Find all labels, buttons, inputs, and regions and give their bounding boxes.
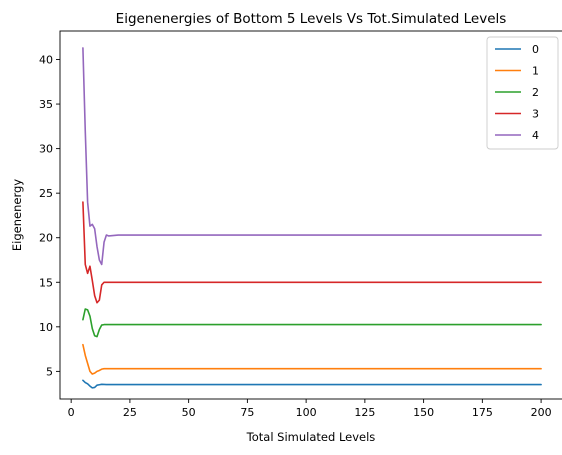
x-tick-label: 25 [123,406,137,419]
x-axis-label: Total Simulated Levels [246,430,376,444]
legend-label-1: 1 [532,65,539,78]
y-tick-label: 30 [39,143,53,156]
series-line-1 [82,343,542,375]
x-tick-label: 50 [182,406,196,419]
x-tick-label: 125 [354,406,375,419]
legend-label-3: 3 [532,108,539,121]
series-layer [82,47,542,389]
series-line-3 [82,201,542,304]
y-axis-label: Eigenenergy [10,179,24,251]
y-tick-label: 10 [39,321,53,334]
x-tick-label: 200 [531,406,552,419]
series-line-0 [82,379,542,389]
x-tick-label: 150 [413,406,434,419]
legend-label-4: 4 [532,129,539,142]
plot-frame [59,30,562,400]
legend-label-2: 2 [532,86,539,99]
y-tick-label: 5 [46,365,53,378]
x-tick-label: 0 [68,406,75,419]
y-tick-label: 35 [39,98,53,111]
x-tick-label: 175 [472,406,493,419]
y-tick-label: 15 [39,276,53,289]
y-tick-label: 20 [39,232,53,245]
legend-frame [486,36,559,150]
chart-title: Eigenenergies of Bottom 5 Levels Vs Tot.… [116,11,507,27]
legend-label-0: 0 [532,43,539,56]
y-axis-ticks: 5 10 15 20 25 30 35 40 [39,54,60,378]
x-tick-label: 75 [240,406,254,419]
x-tick-label: 100 [296,406,317,419]
x-axis-ticks: 0 25 50 75 100 125 150 175 200 [68,399,552,419]
series-line-2 [82,308,542,338]
y-tick-label: 25 [39,187,53,200]
legend: 0 1 2 3 4 [486,36,559,150]
series-line-4 [82,47,542,266]
y-tick-label: 40 [39,54,53,67]
